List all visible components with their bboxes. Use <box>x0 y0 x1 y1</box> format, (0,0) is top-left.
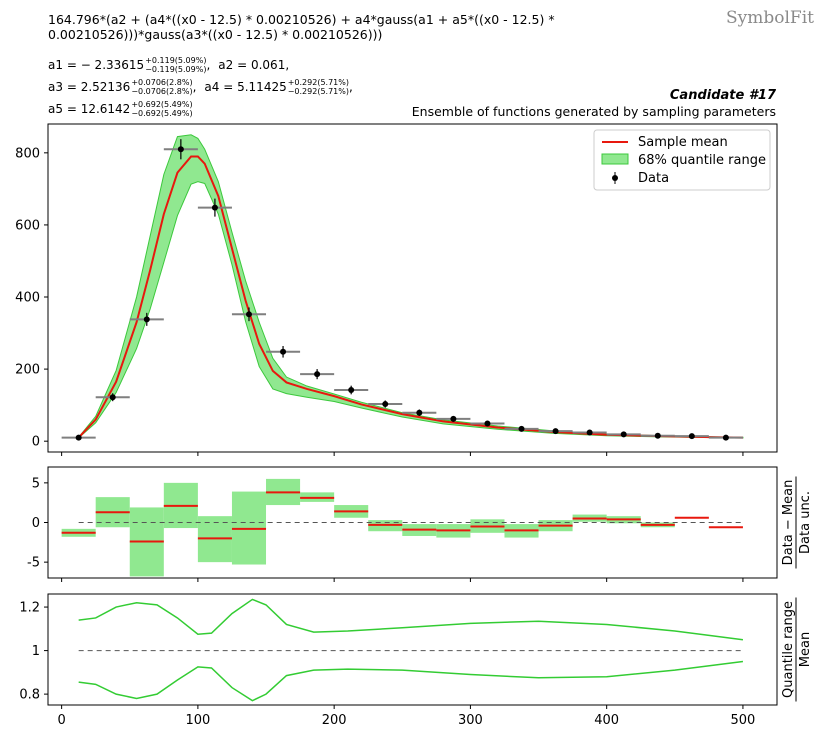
param-value: 0.061 <box>250 57 286 72</box>
formula-line-1: 164.796*(a2 + (a4*((x0 - 12.5) * 0.00210… <box>48 12 555 27</box>
main-y-tick-label: 800 <box>15 146 40 161</box>
x-tick-label: 400 <box>594 713 619 728</box>
data-point <box>177 146 184 153</box>
param-value: 12.6142 <box>80 101 131 116</box>
data-point <box>382 401 389 408</box>
ratio-ylabel: Quantile range Mean <box>781 597 813 702</box>
parameter-list: a1 = − 2.33615 +0.119(5.09%) −0.119(5.09%… <box>48 54 361 120</box>
param-a1: a1 = − 2.33615 +0.119(5.09%) −0.119(5.09%… <box>48 56 211 74</box>
main-y-tick-label: 400 <box>15 291 40 306</box>
brand-logo: SymbolFit <box>726 8 814 28</box>
param-name: a5 <box>48 101 63 116</box>
formula-line-2: 0.00210526)))*gauss(a3*((x0 - 12.5) * 0.… <box>48 27 383 42</box>
param-name: a1 <box>48 57 63 72</box>
x-tick-label: 0 <box>57 713 65 728</box>
data-point <box>654 432 661 439</box>
data-point <box>280 348 287 355</box>
data-point <box>722 434 729 441</box>
legend-box <box>593 129 771 191</box>
ratio-y-tick-label: 1.2 <box>19 601 40 616</box>
ratio-panel-frame <box>47 593 778 706</box>
param-up: +0.0706(2.8%) <box>131 78 193 87</box>
data-point <box>314 371 321 378</box>
x-tick-label: 200 <box>322 713 347 728</box>
ratio-upper-line <box>78 598 744 641</box>
main-y-tick-label: 0 <box>32 435 40 450</box>
param-a2: a2 = 0.061, <box>218 57 290 72</box>
param-row-1: a1 = − 2.33615 +0.119(5.09%) −0.119(5.09%… <box>48 54 361 76</box>
legend-band-swatch <box>601 153 629 165</box>
pull-ylabel-num: Data − Mean <box>781 480 796 566</box>
data-point <box>75 434 82 441</box>
legend-band-label: 68% quantile range <box>638 153 766 168</box>
param-name: a4 <box>204 79 220 94</box>
param-up: +0.119(5.09%) <box>145 56 207 65</box>
main-y-tick-label: 600 <box>15 218 40 233</box>
param-a5: a5 = 12.6142 +0.692(5.49%) −0.692(5.49%) <box>48 100 193 118</box>
data-point <box>143 316 150 323</box>
param-a4: a4 = 5.11425 +0.292(5.71%) −0.292(5.71%), <box>204 78 353 96</box>
pull-y-tick-label: 0 <box>32 516 40 531</box>
x-tick-label: 500 <box>731 713 756 728</box>
param-down: −0.292(5.71%) <box>287 87 349 96</box>
ratio-ylabel-den: Mean <box>798 632 813 667</box>
param-name: a2 <box>218 57 234 72</box>
param-down: −0.692(5.49%) <box>131 109 193 118</box>
x-tick-label: 100 <box>185 713 210 728</box>
data-point <box>348 387 355 394</box>
data-point <box>450 415 457 422</box>
ratio-ylabel-num: Quantile range <box>781 601 796 698</box>
sample-mean-line <box>77 155 743 439</box>
data-point <box>245 311 252 318</box>
data-point <box>211 204 218 211</box>
param-row-2: a3 = 2.52136 +0.0706(2.8%) −0.0706(2.8%),… <box>48 76 361 98</box>
param-name: a3 <box>48 79 63 94</box>
x-tick-label: 300 <box>458 713 483 728</box>
param-value: 2.52136 <box>80 79 131 94</box>
pull-ylabel: Data − Mean Data unc. <box>781 476 813 569</box>
pull-y-tick-label: -5 <box>27 556 40 571</box>
pull-ylabel-den: Data unc. <box>798 491 813 554</box>
main-y-tick-label: 200 <box>15 363 40 378</box>
chart-subtitle: Ensemble of functions generated by sampl… <box>411 104 776 119</box>
param-a3: a3 = 2.52136 +0.0706(2.8%) −0.0706(2.8%), <box>48 78 197 96</box>
data-point <box>552 428 559 435</box>
param-up: +0.692(5.49%) <box>131 100 193 109</box>
data-point <box>688 433 695 440</box>
data-point <box>484 420 491 427</box>
param-value: 5.11425 <box>237 79 287 94</box>
data-point <box>620 431 627 438</box>
param-value: − 2.33615 <box>80 57 145 72</box>
legend-data-label: Data <box>638 171 669 186</box>
ratio-y-tick-label: 0.8 <box>19 688 40 703</box>
data-point <box>518 425 525 432</box>
ratio-y-tick-label: 1 <box>32 644 40 659</box>
data-point <box>109 394 116 401</box>
pull-y-tick-label: 5 <box>32 476 40 491</box>
main-panel-frame <box>47 123 778 453</box>
legend-mean-label: Sample mean <box>638 135 728 150</box>
formula-text: 164.796*(a2 + (a4*((x0 - 12.5) * 0.00210… <box>48 12 555 42</box>
param-down: −0.0706(2.8%) <box>131 87 193 96</box>
data-point <box>586 429 593 436</box>
ratio-lower-line <box>78 660 744 702</box>
param-down: −0.119(5.09%) <box>145 65 207 74</box>
param-up: +0.292(5.71%) <box>287 78 349 87</box>
legend-data-swatch <box>612 175 618 181</box>
param-row-3: a5 = 12.6142 +0.692(5.49%) −0.692(5.49%) <box>48 98 361 120</box>
candidate-label: Candidate #17 <box>669 88 776 103</box>
data-point <box>416 409 423 416</box>
